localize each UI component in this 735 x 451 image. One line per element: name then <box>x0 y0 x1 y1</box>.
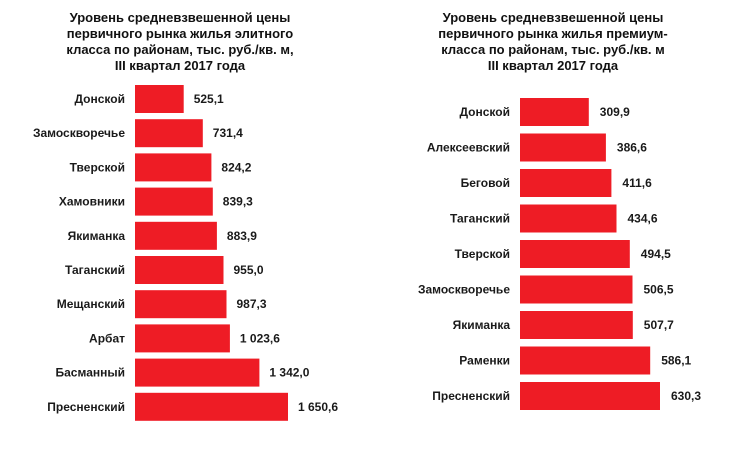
bar <box>135 119 203 148</box>
category-label: Тверской <box>455 247 510 261</box>
bar <box>520 204 617 233</box>
bar <box>520 275 633 304</box>
data-label: 309,9 <box>600 105 630 119</box>
category-label: Беговой <box>461 176 510 190</box>
bar <box>135 256 224 284</box>
data-label: 1 650,6 <box>298 400 338 414</box>
elite-chart-title: Уровень средневзвешенной цены первичного… <box>66 10 294 73</box>
bar <box>135 221 217 250</box>
data-label: 1 342,0 <box>269 366 309 380</box>
data-label: 731,4 <box>213 126 243 140</box>
category-label: Пресненский <box>47 400 125 414</box>
bar <box>520 346 651 375</box>
bar <box>520 240 630 268</box>
category-label: Раменки <box>459 354 510 368</box>
data-label: 630,3 <box>671 389 701 403</box>
premium-chart-title: Уровень средневзвешенной цены первичного… <box>438 10 668 73</box>
category-label: Замоскворечье <box>418 283 510 297</box>
category-label: Якиманка <box>68 229 126 243</box>
bar <box>135 290 227 319</box>
category-label: Таганский <box>450 212 510 226</box>
category-label: Алексеевский <box>427 141 510 155</box>
category-label: Басманный <box>56 366 126 380</box>
data-label: 386,6 <box>617 141 647 155</box>
data-label: 411,6 <box>622 176 652 190</box>
bar <box>520 311 633 339</box>
category-label: Тверской <box>70 160 125 174</box>
data-label: 1 023,6 <box>240 331 280 345</box>
category-label: Донской <box>459 105 510 119</box>
bar <box>520 382 660 410</box>
category-label: Таганский <box>65 263 125 277</box>
elite-chart-plot: Донской 525,1 Замоскворечье 731,4 Тверской 82… <box>33 85 338 421</box>
category-label: Пресненский <box>432 389 510 403</box>
category-label: Якиманка <box>453 318 511 332</box>
data-label: 507,7 <box>644 318 674 332</box>
data-label: 883,9 <box>227 229 257 243</box>
bar <box>135 153 212 182</box>
category-label: Донской <box>74 92 125 106</box>
category-label: Замоскворечье <box>33 126 125 140</box>
category-label: Хамовники <box>59 195 125 209</box>
data-label: 434,6 <box>628 212 658 226</box>
data-label: 987,3 <box>237 297 267 311</box>
data-label: 955,0 <box>234 263 264 277</box>
bar <box>135 392 288 421</box>
bar <box>135 187 213 216</box>
bar <box>520 169 612 197</box>
premium-chart-panel: Уровень средневзвешенной цены первичного… <box>368 0 735 451</box>
bar <box>135 358 260 387</box>
bar <box>520 98 589 126</box>
bar <box>135 85 184 113</box>
data-label: 506,5 <box>644 283 674 297</box>
data-label: 525,1 <box>194 92 224 106</box>
data-label: 839,3 <box>223 195 253 209</box>
bar <box>520 133 606 162</box>
elite-chart-panel: Уровень средневзвешенной цены первичного… <box>33 10 338 421</box>
data-label: 824,2 <box>221 160 251 174</box>
data-label: 494,5 <box>641 247 671 261</box>
category-label: Мещанский <box>57 297 125 311</box>
premium-chart-plot: Донской 309,9 Алексеевский 386,6 Беговой 411,… <box>418 98 701 410</box>
bar <box>135 324 230 353</box>
data-label: 586,1 <box>661 354 691 368</box>
category-label: Арбат <box>89 331 125 345</box>
